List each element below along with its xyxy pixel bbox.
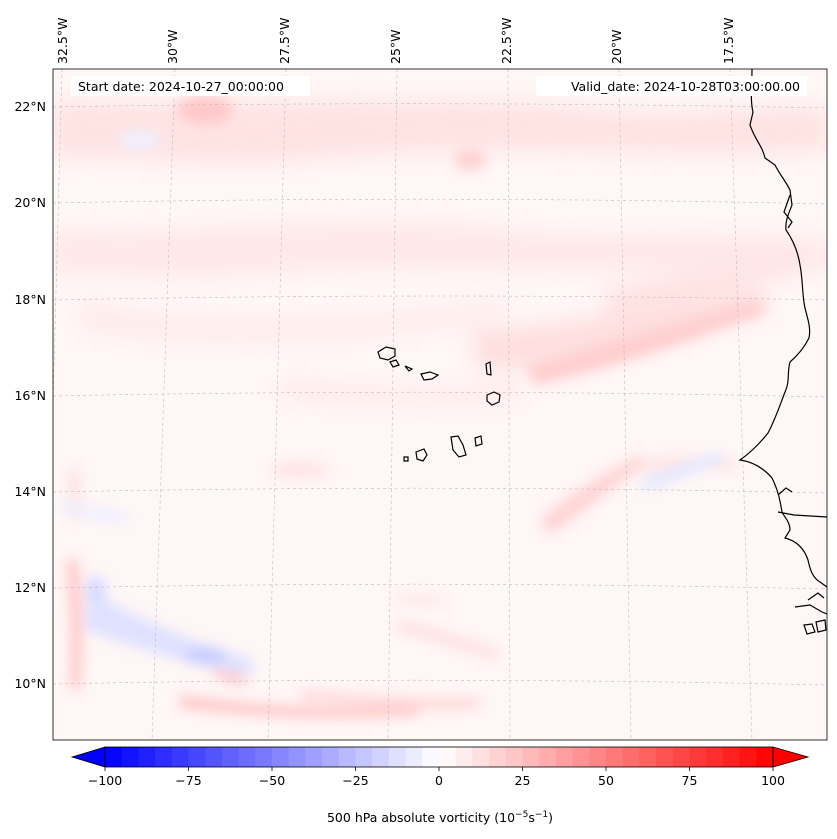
lon-label-27-5w: 27.5°W bbox=[277, 18, 292, 64]
colorbar-tick-label: −50 bbox=[259, 773, 285, 788]
colorbar-cell bbox=[272, 747, 290, 767]
colorbar-cell bbox=[305, 747, 323, 767]
cape-verde-islands bbox=[377, 346, 501, 462]
colorbar: −100 −75 −50 −25 0 25 50 75 100 500 hPa absolute… bbox=[70, 746, 810, 825]
colorbar-cell bbox=[672, 747, 691, 767]
colorbar-cell bbox=[622, 747, 640, 767]
colorbar-cell bbox=[589, 747, 607, 767]
colorbar-tick-label: 75 bbox=[682, 773, 698, 788]
colorbar-tick-label: −75 bbox=[175, 773, 201, 788]
colorbar-cell bbox=[105, 747, 123, 767]
map-area: Start date: 2024-10-27_00:00:00 Valid_da… bbox=[53, 69, 827, 740]
valid-date-label: Valid_date: 2024-10-28T03:00:00.00 bbox=[571, 79, 800, 94]
colorbar-cell bbox=[288, 747, 306, 767]
colorbar-extend-max bbox=[772, 746, 810, 768]
lat-label-16n: 16°N bbox=[14, 388, 46, 403]
colorbar-cell bbox=[372, 747, 390, 767]
colorbar-cell bbox=[722, 747, 741, 767]
lon-label-22-5w: 22.5°W bbox=[499, 18, 514, 64]
island-maio bbox=[474, 435, 483, 447]
colorbar-cell bbox=[505, 747, 524, 767]
colorbar-cell bbox=[221, 747, 240, 767]
colorbar-cell bbox=[388, 747, 407, 767]
colorbar-cell bbox=[121, 747, 139, 767]
colorbar-cell bbox=[472, 747, 490, 767]
colorbar-cell bbox=[355, 747, 373, 767]
colorbar-cells bbox=[105, 747, 774, 767]
latitude-labels: 22°N 20°N 18°N 16°N 14°N 12°N 10°N bbox=[14, 99, 46, 691]
colorbar-cell bbox=[205, 747, 223, 767]
start-date-label: Start date: 2024-10-27_00:00:00 bbox=[78, 79, 284, 94]
colorbar-cell bbox=[555, 747, 574, 767]
lat-label-22n: 22°N bbox=[14, 99, 46, 114]
start-date-box bbox=[71, 76, 310, 96]
colorbar-cell bbox=[455, 747, 473, 767]
longitude-labels: 32.5°W 30°W 27.5°W 25°W 22.5°W 20°W 17.5… bbox=[55, 18, 736, 64]
colorbar-cell bbox=[606, 747, 624, 767]
colorbar-cell bbox=[155, 747, 173, 767]
colorbar-cell bbox=[138, 747, 156, 767]
map-header: Start date: 2024-10-27_00:00:00 Valid_da… bbox=[71, 76, 807, 96]
colorbar-cell bbox=[322, 747, 340, 767]
valid-date-box bbox=[536, 76, 807, 96]
colorbar-cell bbox=[706, 747, 724, 767]
lat-label-14n: 14°N bbox=[14, 484, 46, 499]
africa-coastline bbox=[738, 69, 827, 635]
colorbar-cell bbox=[489, 747, 507, 767]
island-santo-antao bbox=[377, 346, 396, 361]
lon-label-32-5w: 32.5°W bbox=[55, 18, 70, 64]
colorbar-cell bbox=[689, 747, 707, 767]
colorbar-cell bbox=[171, 747, 190, 767]
colorbar-tick-label: 50 bbox=[598, 773, 614, 788]
colorbar-cell bbox=[639, 747, 657, 767]
island-fogo bbox=[415, 448, 428, 462]
lat-label-18n: 18°N bbox=[14, 292, 46, 307]
lon-label-17-5w: 17.5°W bbox=[721, 18, 736, 64]
colorbar-cell bbox=[422, 747, 440, 767]
lon-label-25w: 25°W bbox=[388, 29, 403, 64]
island-santiago bbox=[450, 435, 467, 458]
lon-label-20w: 20°W bbox=[609, 29, 624, 64]
lon-label-30w: 30°W bbox=[165, 29, 180, 64]
colorbar-cell bbox=[188, 747, 206, 767]
gridlines bbox=[53, 69, 827, 740]
colorbar-cell bbox=[238, 747, 256, 767]
colorbar-cell bbox=[756, 747, 774, 767]
colorbar-cell bbox=[656, 747, 674, 767]
colorbar-cell bbox=[405, 747, 423, 767]
colorbar-cell bbox=[539, 747, 557, 767]
colorbar-cell bbox=[338, 747, 357, 767]
island-brava bbox=[403, 456, 409, 462]
lat-label-12n: 12°N bbox=[14, 580, 46, 595]
colorbar-tick-label: 100 bbox=[761, 773, 785, 788]
island-sao-vicente bbox=[389, 359, 400, 368]
colorbar-cell bbox=[439, 747, 457, 767]
island-santa-luzia bbox=[404, 365, 414, 372]
colorbar-extend-min bbox=[70, 746, 106, 768]
colorbar-cell bbox=[522, 747, 540, 767]
colorbar-ticks: −100 −75 −50 −25 0 25 50 75 100 bbox=[88, 767, 785, 788]
colorbar-tick-label: −100 bbox=[88, 773, 122, 788]
island-boa-vista bbox=[486, 391, 501, 406]
colorbar-cell bbox=[572, 747, 590, 767]
colorbar-label: 500 hPa absolute vorticity (10−5s−1) bbox=[327, 810, 553, 825]
island-sal bbox=[485, 361, 492, 376]
island-sao-nicolau bbox=[420, 371, 440, 381]
lat-label-20n: 20°N bbox=[14, 195, 46, 210]
lat-label-10n: 10°N bbox=[14, 676, 46, 691]
colorbar-tick-label: −25 bbox=[342, 773, 368, 788]
colorbar-tick-label: 25 bbox=[515, 773, 531, 788]
map-frame bbox=[52, 68, 828, 741]
colorbar-tick-label: 0 bbox=[435, 773, 443, 788]
vorticity-field bbox=[53, 96, 827, 719]
colorbar-cell bbox=[255, 747, 273, 767]
colorbar-cell bbox=[739, 747, 757, 767]
